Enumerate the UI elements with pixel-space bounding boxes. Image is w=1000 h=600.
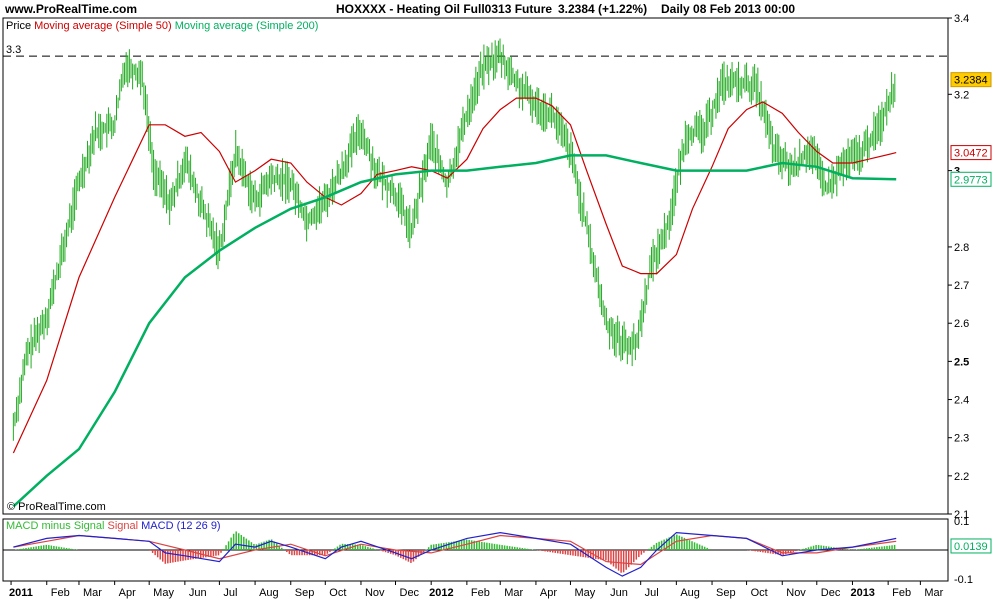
x-tick-label: Nov	[365, 587, 385, 599]
x-tick-label: Aug	[680, 587, 700, 599]
macd-legend-entry: MACD (12 26 9)	[141, 520, 220, 532]
macd-legend-entry: MACD minus Signal	[6, 520, 107, 532]
main-legend: Price Moving average (Simple 50) Moving …	[6, 20, 318, 32]
x-tick-label: Feb	[471, 587, 490, 599]
x-tick-label: Jul	[223, 587, 237, 599]
x-tick-label: Jun	[189, 587, 207, 599]
x-tick-label: Apr	[540, 587, 557, 599]
legend-entry: Price	[6, 20, 34, 32]
y-tick-label: 3.4	[954, 13, 969, 25]
y-tick-label: 2.8	[954, 242, 969, 254]
value-label-box	[950, 72, 992, 88]
x-tick-label: Aug	[259, 587, 279, 599]
y-tick-label: 2.3	[954, 433, 969, 445]
macd-panel: MACD minus Signal Signal MACD (12 26 9) …	[2, 516, 992, 586]
x-tick-label: Nov	[786, 587, 806, 599]
y-tick-label: 2.4	[954, 395, 969, 407]
y-tick-label: 2.5	[954, 356, 969, 368]
x-tick-label: Oct	[329, 587, 346, 599]
y-tick-label: 2.6	[954, 318, 969, 330]
site-name: www.ProRealTime.com	[5, 2, 138, 16]
ma50-line	[12, 97, 897, 454]
x-tick-label: Jul	[645, 587, 659, 599]
x-tick-label: 2011	[9, 587, 33, 599]
x-tick-label: May	[574, 587, 595, 599]
legend-entry: Moving average (Simple 200)	[175, 20, 319, 32]
x-tick-label: Feb	[51, 587, 70, 599]
macd-line	[13, 531, 897, 577]
macd-value-box	[950, 538, 992, 554]
macd-y-tick-label: 0.1	[954, 516, 969, 528]
macd-value-label: 0.0139	[954, 541, 988, 553]
x-tick-label: 2012	[429, 587, 453, 599]
x-tick-label: Sep	[295, 587, 315, 599]
y-tick-label: 3	[954, 166, 960, 178]
x-tick-label: Jun	[610, 587, 628, 599]
x-tick-label: Mar	[924, 587, 943, 599]
x-tick-label: Feb	[892, 587, 911, 599]
value-label-box	[950, 145, 992, 161]
value-label: 2.9773	[954, 174, 988, 186]
y-tick-label: 2.7	[954, 280, 969, 292]
legend-entry: Moving average (Simple 50)	[34, 20, 175, 32]
reference-line-label: 3.3	[6, 44, 21, 56]
x-axis: 2011 Feb Mar Apr May Jun Jul Aug Sep Oct Nov Dec 201…	[9, 581, 944, 599]
instrument-title: HOXXXX - Heating Oil Full0313 Future	[336, 2, 553, 16]
x-tick-label: Dec	[821, 587, 841, 599]
value-label: 3.0472	[954, 148, 988, 160]
chart-header: www.ProRealTime.com HOXXXX - Heating Oil…	[0, 0, 1000, 18]
macd-legend: MACD minus Signal Signal MACD (12 26 9)	[6, 520, 221, 532]
last-quote: 3.2384 (+1.22%)	[558, 2, 648, 16]
macd-y-tick-label: -0.1	[954, 574, 973, 586]
x-tick-label: Mar	[504, 587, 523, 599]
x-tick-label: Oct	[751, 587, 768, 599]
value-label: 3.2384	[954, 75, 988, 87]
ma200-line	[12, 154, 897, 508]
x-tick-label: Dec	[400, 587, 420, 599]
period-label: Daily 08 Feb 2013 00:00	[661, 2, 796, 16]
y-tick-label: 3.2	[954, 89, 969, 101]
x-tick-label: Sep	[716, 587, 736, 599]
watermark: © ProRealTime.com	[7, 501, 106, 513]
macd-legend-entry: Signal	[107, 520, 141, 532]
x-tick-label: 2013	[850, 587, 874, 599]
y-tick-label: 2.2	[954, 471, 969, 483]
x-tick-label: May	[153, 587, 174, 599]
x-tick-label: Apr	[119, 587, 136, 599]
y-tick-label: 2.1	[954, 509, 969, 521]
main-panel: 3.3 3.4 3.2 3 2.8 2.7 2.6 2.5 2.4 2.3 2.2 2.1 Price …	[2, 13, 992, 521]
x-tick-label: Mar	[83, 587, 102, 599]
value-label-box	[950, 171, 992, 187]
